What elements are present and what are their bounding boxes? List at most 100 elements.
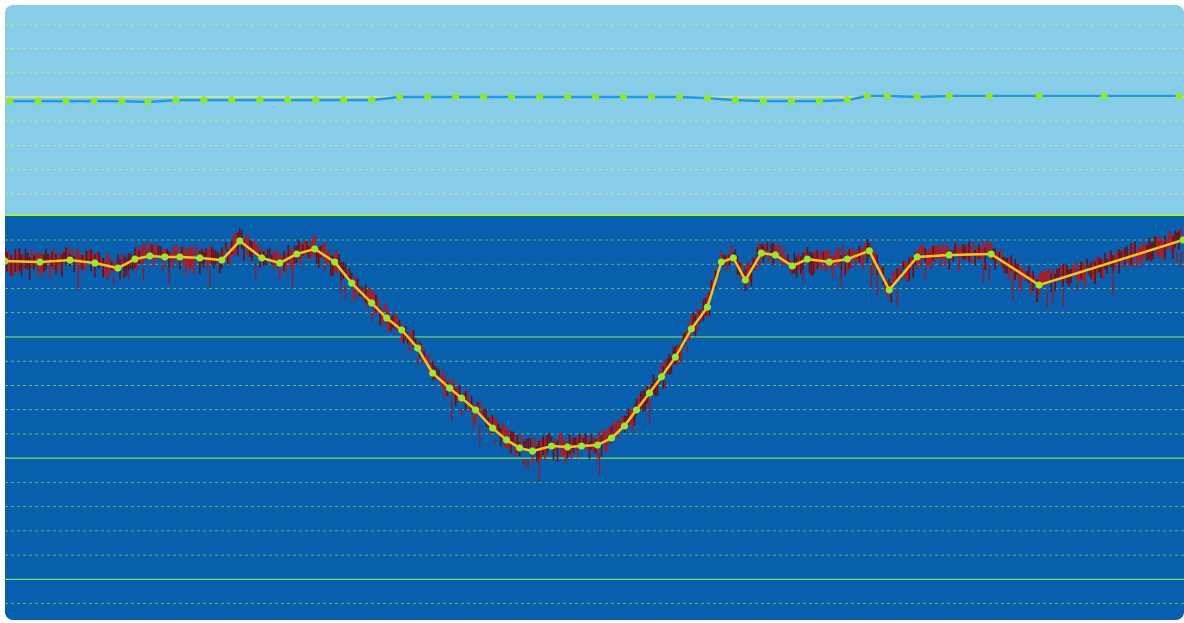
profile-point [503, 436, 510, 443]
profile-point [472, 406, 479, 413]
profile-point [293, 250, 300, 257]
profile-point [118, 97, 125, 104]
profile-point [1036, 92, 1043, 99]
profile-point [592, 93, 599, 100]
profile-point [480, 93, 487, 100]
profile-point [578, 442, 585, 449]
profile-view [0, 0, 1184, 623]
profile-point [348, 280, 355, 287]
profile-point [146, 252, 153, 259]
profile-point [564, 443, 571, 450]
profile-point [258, 254, 265, 261]
profile-point [228, 97, 235, 104]
profile-point [914, 253, 921, 260]
profile-point [218, 257, 225, 264]
profile-point [742, 276, 749, 283]
profile-point [200, 97, 207, 104]
profile-point [688, 325, 695, 332]
profile-point [236, 237, 243, 244]
profile-point [804, 256, 811, 263]
profile-point [732, 97, 739, 104]
profile-point [368, 299, 375, 306]
profile-point [758, 249, 765, 256]
profile-point [1036, 281, 1043, 288]
profile-point [1175, 92, 1182, 99]
profile-point [458, 394, 465, 401]
profile-point [529, 448, 536, 455]
profile-point [760, 97, 767, 104]
profile-point [6, 97, 13, 104]
ground-panel [5, 215, 1184, 623]
profile-point [789, 262, 796, 269]
profile-point [508, 93, 515, 100]
profile-point [594, 441, 601, 448]
profile-point [62, 97, 69, 104]
profile-point [429, 369, 436, 376]
profile-point [114, 265, 121, 272]
profile-point [284, 97, 291, 104]
profile-point [90, 97, 97, 104]
profile-point [452, 93, 459, 100]
profile-point [816, 97, 823, 104]
profile-point [276, 259, 283, 266]
profile-point [864, 92, 871, 99]
profile-point [946, 92, 953, 99]
profile-point [844, 97, 851, 104]
profile-point [772, 251, 779, 258]
profile-point [608, 434, 615, 441]
profile-point [648, 93, 655, 100]
profile-point [866, 247, 873, 254]
profile-point [414, 345, 421, 352]
profile-point [340, 97, 347, 104]
profile-point [884, 92, 891, 99]
profile-point [256, 97, 263, 104]
profile-point [704, 304, 711, 311]
profile-point [131, 256, 138, 263]
profile-point [161, 253, 168, 260]
profile-point [312, 97, 319, 104]
profile-point [331, 258, 338, 265]
profile-point [172, 97, 179, 104]
profile-point [368, 97, 375, 104]
profile-point [144, 98, 151, 105]
profile-point [516, 444, 523, 451]
profile-point [536, 93, 543, 100]
profile-point [91, 259, 98, 266]
profile-point [424, 93, 431, 100]
profile-point [34, 97, 41, 104]
profile-point [946, 251, 953, 258]
profile-point [704, 95, 711, 102]
profile-point [621, 422, 628, 429]
profile-point [633, 406, 640, 413]
profile-point [36, 258, 43, 265]
profile-point [826, 258, 833, 265]
profile-point [676, 93, 683, 100]
profile-point [620, 93, 627, 100]
profile-point [548, 442, 555, 449]
profile-point [672, 353, 679, 360]
profile-point [196, 254, 203, 261]
profile-point [396, 93, 403, 100]
profile-point [646, 389, 653, 396]
profile-point [398, 326, 405, 333]
profile-point [311, 245, 318, 252]
profile-point [658, 373, 665, 380]
profile-point [730, 254, 737, 261]
profile-point [718, 258, 725, 265]
profile-point [988, 250, 995, 257]
profile-point [446, 385, 453, 392]
profile-point [886, 286, 893, 293]
profile-point [914, 93, 921, 100]
plot-area [1, 0, 1184, 623]
profile-point [844, 256, 851, 263]
profile-point [383, 314, 390, 321]
profile-point [1100, 92, 1107, 99]
water-panel [5, 0, 1184, 215]
profile-point [564, 93, 571, 100]
profile-point [176, 253, 183, 260]
profile-point [788, 97, 795, 104]
profile-point [489, 425, 496, 432]
profile-point [986, 92, 993, 99]
profile-point [66, 257, 73, 264]
profile-point [1, 257, 8, 264]
